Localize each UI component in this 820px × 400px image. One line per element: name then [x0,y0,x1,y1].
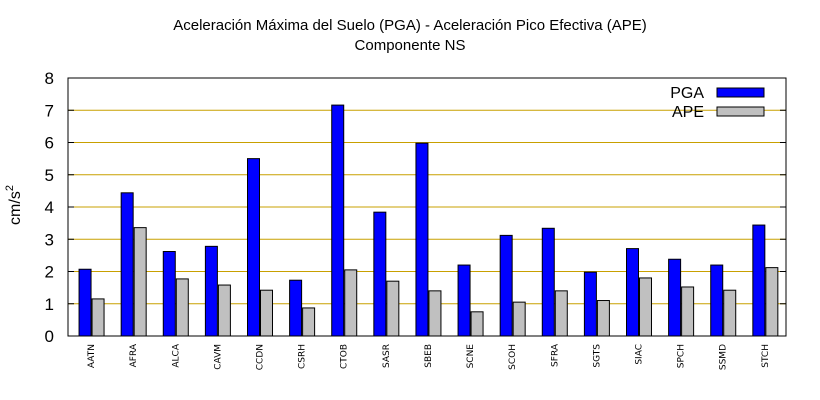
bar-pga-ssmd [710,264,724,337]
bar-pga-csrh [289,279,303,337]
x-tick-label: AATN [87,344,97,368]
bar-pga-siac [626,248,640,337]
x-tick-label: SSMD [719,344,729,370]
bar-pga-sasr [373,211,387,337]
bar-pga-aatn [78,268,92,337]
y-tick-label: 5 [45,166,54,185]
bar-ape-scoh [512,301,526,337]
y-tick-label: 2 [45,263,54,282]
y-tick-label: 1 [45,295,54,314]
legend-label-pga: PGA [670,85,704,102]
legend: PGA APE [670,85,765,121]
legend-swatch-ape [716,106,765,117]
bar-ape-ssmd [723,289,737,337]
bar-ape-sasr [386,280,400,337]
bar-ape-sfra [554,290,568,337]
x-tick-label: SCOH [508,344,518,370]
y-tick-label: 3 [45,230,54,249]
bars [78,104,779,337]
bar-ape-scne [470,311,484,337]
bar-pga-scne [457,264,471,337]
bar-ape-siac [639,277,653,337]
x-tick-labels: AATN AFRA ALCA CAVM CCDN CSRH CTOB SASR SBEB SCNE… [87,343,771,370]
bar-pga-sfra [541,227,555,337]
bar-pga-sbeb [415,142,429,337]
y-tick-label: 8 [45,69,54,88]
bar-pga-spch [668,258,682,337]
bar-pga-afra [120,192,134,337]
bar-ape-stch [765,267,779,337]
bar-ape-afra [133,227,147,337]
axes [67,77,787,337]
x-tick-label: SCNE [466,344,476,369]
bar-pga-cavm [204,245,218,337]
y-tick-label: 0 [45,327,54,346]
y-tick-label: 6 [45,134,54,153]
x-tick-label: SPCH [677,344,687,368]
x-tick-label: ALCA [171,343,181,367]
y-axis-label: cm/s2 [4,185,24,225]
y-tick-label: 4 [45,198,54,217]
chart-title: Aceleración Máxima del Suelo (PGA) - Ace… [173,17,647,34]
x-tick-label: CTOB [340,344,350,369]
bar-ape-csrh [302,307,316,337]
bar-ape-ctob [344,269,358,337]
x-tick-label: SGTS [592,344,602,368]
legend-label-ape: APE [672,104,704,121]
x-tick-label: CCDN [256,344,266,370]
grid-lines [68,109,786,305]
bar-ape-ccdn [260,289,274,337]
x-tick-label: SASR [382,344,392,368]
x-tick-label: SBEB [424,344,434,368]
x-tick-label: SIAC [635,344,645,365]
bar-ape-spch [681,286,695,337]
plot-frame [67,77,787,337]
bar-pga-sgts [583,271,597,337]
x-tick-label: AFRA [129,343,139,367]
chart-subtitle: Componente NS [354,37,466,54]
bar-pga-stch [752,224,766,337]
bar-ape-cavm [217,284,231,337]
bar-ape-aatn [91,298,105,337]
x-tick-label: STCH [761,344,771,368]
x-tick-label: CAVM [213,344,223,370]
bar-pga-ctob [331,104,345,337]
x-tick-label: SFRA [550,343,560,367]
bar-ape-alca [175,278,189,337]
bar-pga-scoh [499,234,513,337]
bar-ape-sbeb [428,290,442,337]
y-tick-label: 7 [45,101,54,120]
bar-ape-sgts [596,300,610,337]
bar-pga-alca [162,251,176,337]
legend-swatch-pga [716,87,765,98]
bar-pga-ccdn [247,158,261,337]
x-tick-label: CSRH [298,344,308,369]
y-tick-labels: 0 1 2 3 4 5 6 7 8 [45,69,54,346]
